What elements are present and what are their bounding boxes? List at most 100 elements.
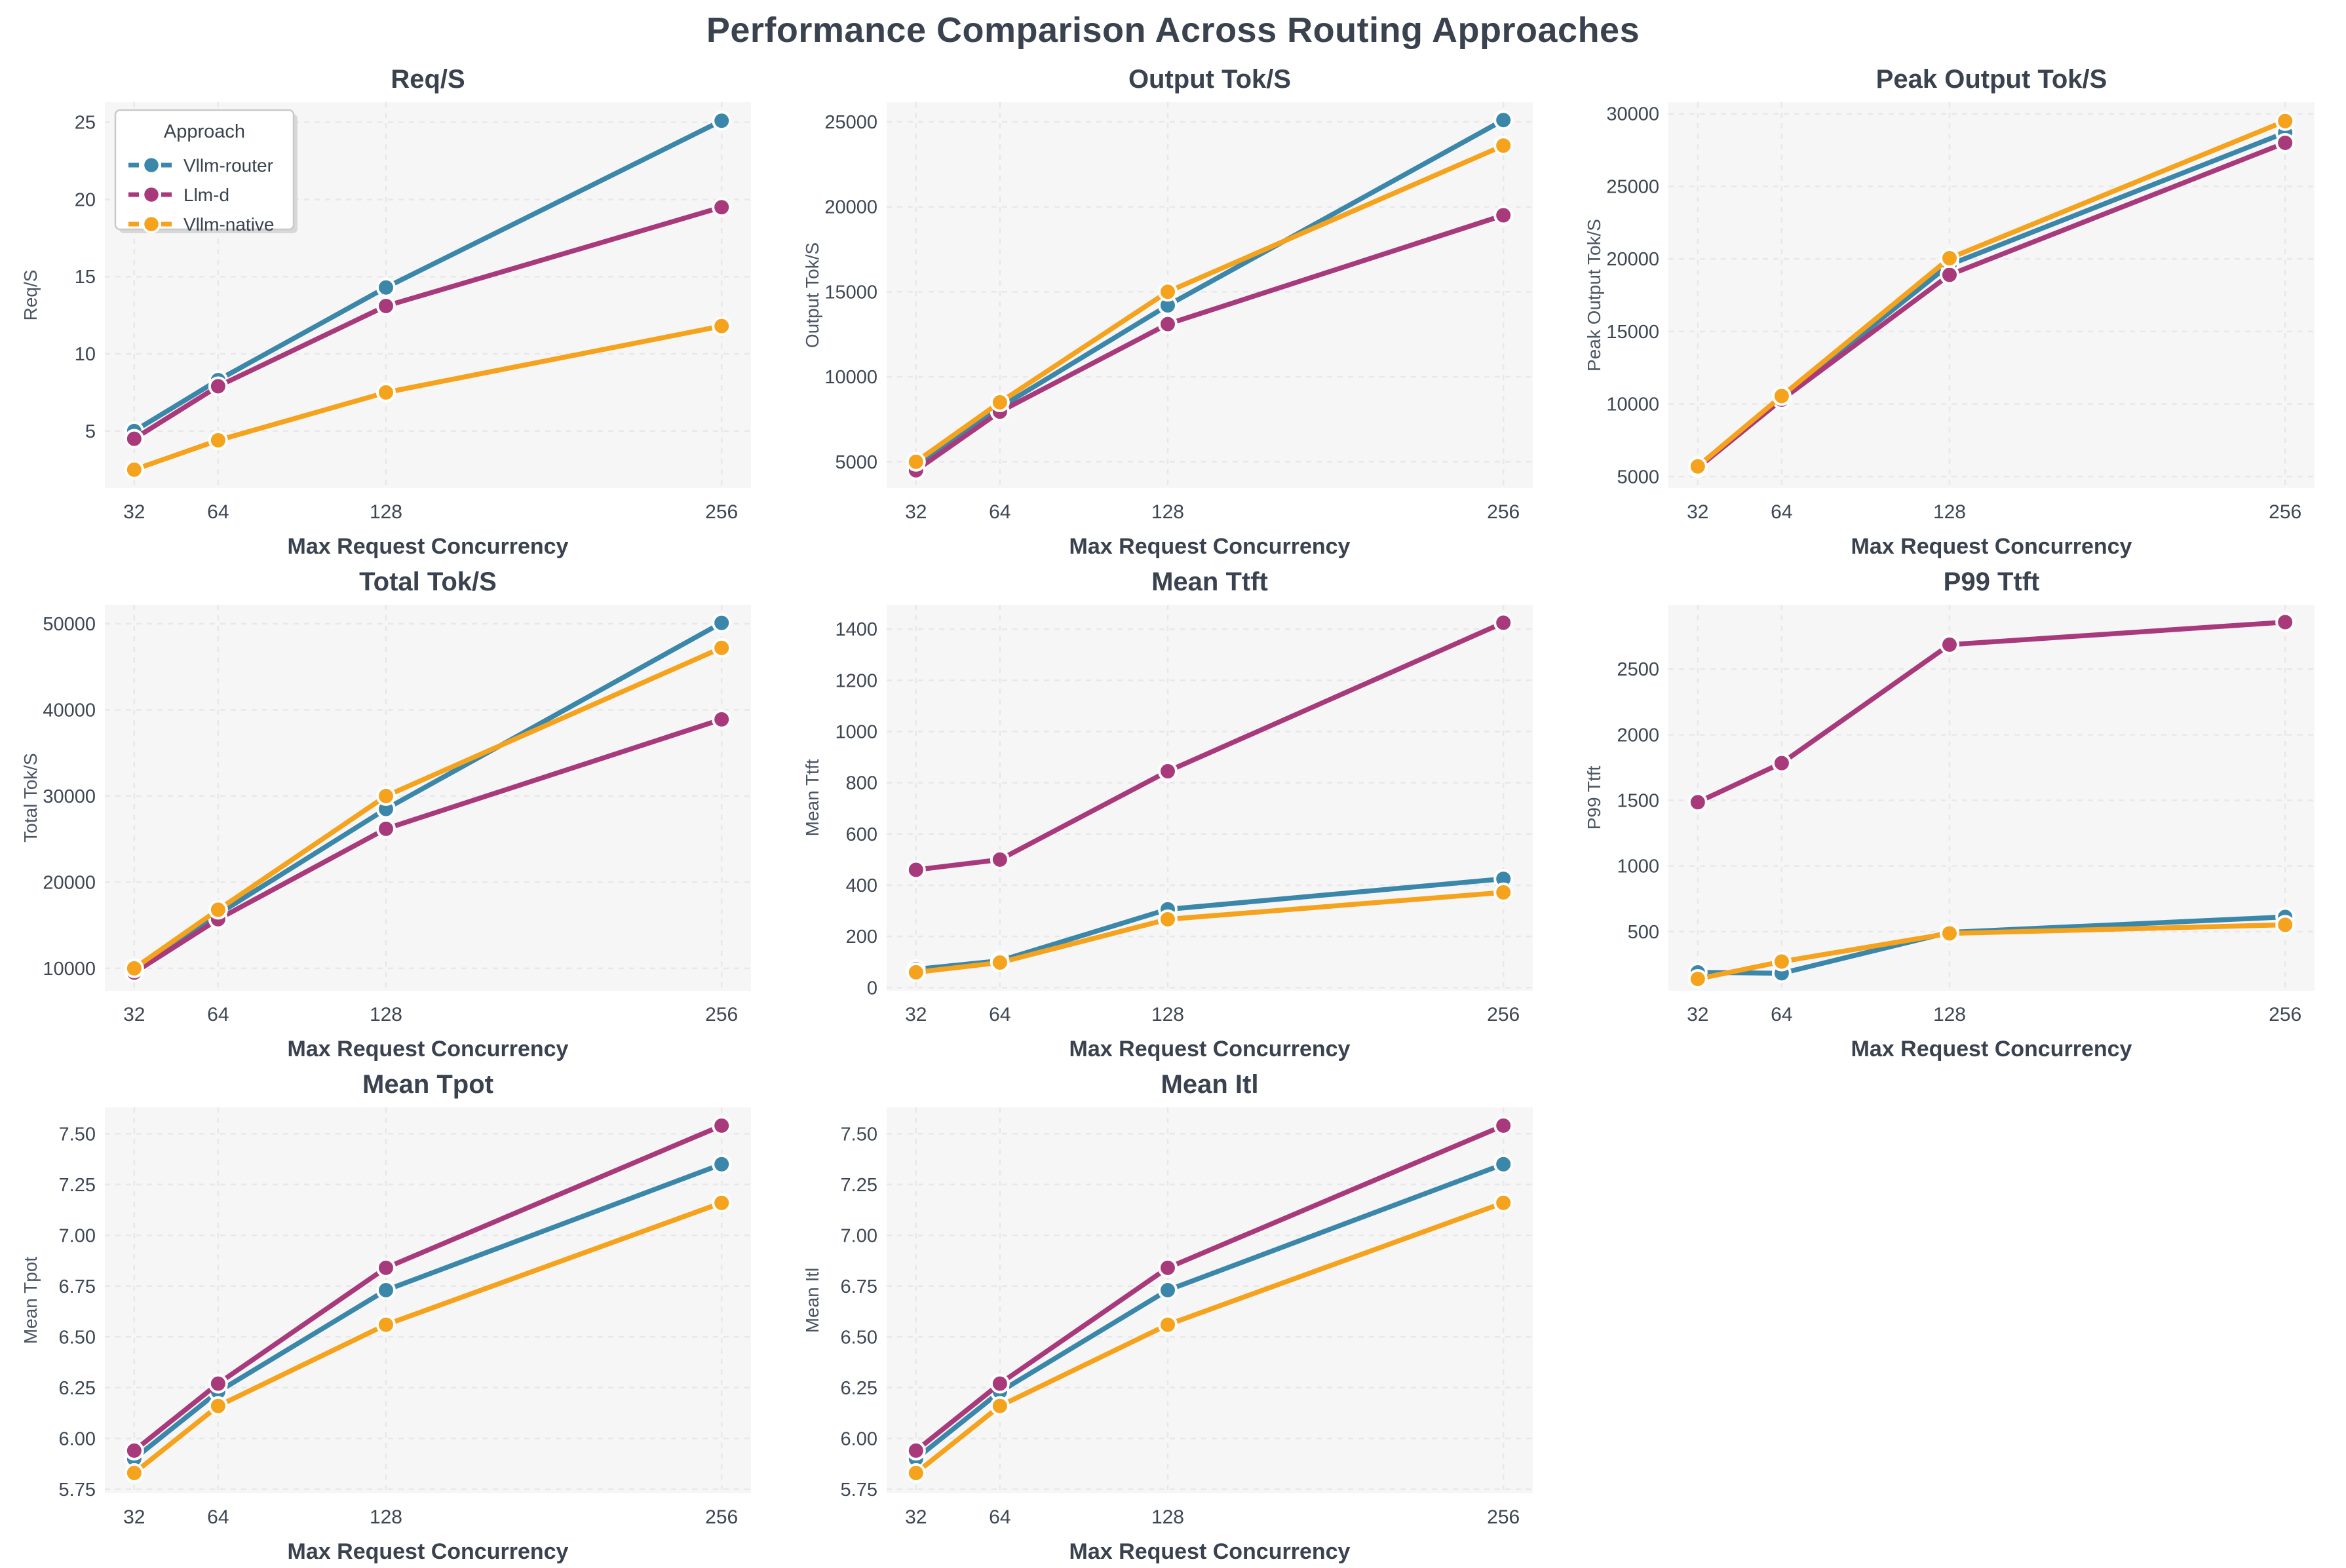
y-tick-label: 10000	[1607, 394, 1660, 415]
data-point-vllm-native	[990, 1396, 1010, 1416]
data-point-llm-d	[1493, 205, 1514, 225]
y-tick-label: 1000	[1617, 856, 1660, 877]
subplot-title: Output Tok/S	[1128, 65, 1291, 94]
x-tick-label: 32	[905, 1506, 927, 1528]
legend-marker-vllm-native	[142, 214, 161, 234]
empty-cell	[1564, 1065, 2346, 1568]
subplot-cell-total-tok-s: Total Tok/S Total Tok/S 10000 20000 30000 400…	[0, 563, 782, 1065]
chart-output-tok-s: Output Tok/S Output Tok/S 5000 10000 15000 20…	[802, 65, 1533, 559]
data-point-vllm-native	[124, 1463, 144, 1483]
y-tick-label: 500	[1628, 922, 1659, 943]
subplot-cell-output-tok-s: Output Tok/S Output Tok/S 5000 10000 15000 20…	[782, 60, 1564, 563]
series-line-vllm-router	[913, 117, 1506, 468]
x-axis-label: Max Request Concurrency	[287, 1539, 568, 1564]
data-point-llm-d	[990, 1373, 1010, 1394]
data-point-vllm-native	[208, 900, 228, 920]
x-tick-label: 32	[123, 501, 145, 523]
chart-mean-ttft: Mean Ttft Mean Ttft 0 200 400 600 800 1000 1200 1…	[802, 567, 1533, 1061]
legend-label-vllm-router: Vllm-router	[183, 155, 273, 176]
subplot-title: Req/S	[391, 65, 465, 94]
data-point-vllm-native	[711, 638, 731, 658]
subplot-cell-mean-ttft: Mean Ttft Mean Ttft 0 200 400 600 800 1000 1200 1…	[782, 563, 1564, 1065]
subplot-cell-mean-itl: Mean Itl Mean Itl 5.75 6.00 6.25 6.50 6.75 7.00…	[782, 1065, 1564, 1568]
y-tick-label: 7.00	[841, 1225, 877, 1246]
data-point-llm-d	[711, 709, 731, 729]
x-tick-label: 64	[989, 1004, 1010, 1025]
series-line-vllm-native	[131, 1200, 724, 1476]
data-point-vllm-native	[906, 962, 926, 982]
series-line-vllm-native	[913, 890, 1506, 975]
data-point-llm-d	[906, 860, 926, 880]
series-line-vllm-router	[913, 1162, 1506, 1462]
series-line-llm-d	[131, 1123, 724, 1453]
series-line-vllm-native	[913, 1200, 1506, 1476]
y-tick-label: 6.75	[58, 1276, 95, 1297]
x-tick-label: 128	[370, 501, 402, 523]
data-point-llm-d	[375, 818, 396, 839]
data-point-vllm-native	[208, 430, 228, 450]
data-point-llm-d	[1772, 753, 1792, 773]
data-point-vllm-native	[375, 382, 396, 402]
data-point-llm-d	[375, 1257, 396, 1278]
x-tick-label: 64	[989, 501, 1010, 523]
data-point-llm-d	[1940, 634, 1960, 655]
y-tick-label: 2000	[1617, 725, 1660, 746]
data-point-vllm-native	[1772, 386, 1792, 406]
subplot-title: P99 Ttft	[1944, 567, 2040, 596]
plot-area	[1668, 102, 2315, 488]
subplot-title: Peak Output Tok/S	[1876, 65, 2107, 94]
data-point-vllm-native	[1688, 456, 1708, 476]
y-tick-label: 10000	[824, 367, 877, 388]
data-point-llm-d	[1157, 1257, 1178, 1278]
y-tick-label: 6.25	[58, 1378, 95, 1399]
data-point-vllm-router	[1493, 110, 1514, 130]
y-tick-label: 50000	[43, 614, 96, 635]
y-tick-label: 6.50	[58, 1327, 95, 1348]
x-tick-label: 128	[1151, 501, 1184, 523]
legend-marker-vllm-router	[142, 155, 161, 175]
data-point-vllm-router	[1157, 1280, 1178, 1300]
y-axis-label: Output Tok/S	[802, 242, 822, 348]
data-point-llm-d	[2275, 612, 2296, 632]
y-tick-label: 5.75	[841, 1480, 877, 1501]
data-point-vllm-native	[990, 392, 1010, 412]
series-line-llm-d	[131, 717, 724, 976]
x-tick-label: 256	[1487, 1506, 1520, 1528]
y-axis-label: Peak Output Tok/S	[1584, 219, 1604, 372]
data-point-llm-d	[375, 296, 396, 316]
y-tick-label: 25	[74, 113, 95, 134]
data-point-vllm-router	[711, 613, 731, 633]
x-axis-label: Max Request Concurrency	[1069, 1539, 1351, 1564]
data-point-vllm-router	[375, 1280, 396, 1300]
data-point-vllm-native	[1493, 136, 1514, 156]
y-tick-label: 1500	[1617, 791, 1660, 812]
subplot-title: Total Tok/S	[359, 567, 497, 596]
y-tick-label: 6.50	[841, 1327, 877, 1348]
subplot-grid: Req/S Req/S 5 10 15 20 25 32 64 128 256 Max Request…	[0, 60, 2346, 1568]
data-point-llm-d	[711, 1115, 731, 1136]
x-tick-label: 256	[705, 1506, 738, 1528]
y-tick-label: 15000	[1607, 322, 1660, 343]
data-point-vllm-native	[906, 1463, 926, 1483]
chart-mean-itl: Mean Itl Mean Itl 5.75 6.00 6.25 6.50 6.75 7.00…	[802, 1070, 1533, 1564]
x-axis-label: Max Request Concurrency	[1069, 534, 1351, 559]
series-line-vllm-router	[1695, 914, 2288, 976]
x-tick-label: 128	[370, 1004, 402, 1025]
legend-marker-llm-d	[142, 185, 161, 204]
series-line-llm-d	[913, 212, 1506, 473]
data-point-vllm-native	[1157, 909, 1178, 929]
data-point-vllm-native	[711, 316, 731, 336]
y-tick-label: 30000	[1607, 104, 1660, 125]
y-tick-label: 200	[846, 927, 877, 947]
data-point-llm-d	[1157, 761, 1178, 782]
subplot-cell-req-s: Req/S Req/S 5 10 15 20 25 32 64 128 256 Max Request…	[0, 60, 782, 563]
x-tick-label: 64	[989, 1506, 1010, 1528]
x-axis-label: Max Request Concurrency	[287, 534, 568, 559]
subplot-title: Mean Itl	[1161, 1070, 1259, 1099]
y-tick-label: 15	[74, 267, 95, 288]
x-tick-label: 256	[2269, 501, 2301, 523]
y-axis-label: Total Tok/S	[20, 753, 41, 842]
plot-area	[886, 1107, 1533, 1493]
x-tick-label: 128	[1151, 1004, 1184, 1025]
